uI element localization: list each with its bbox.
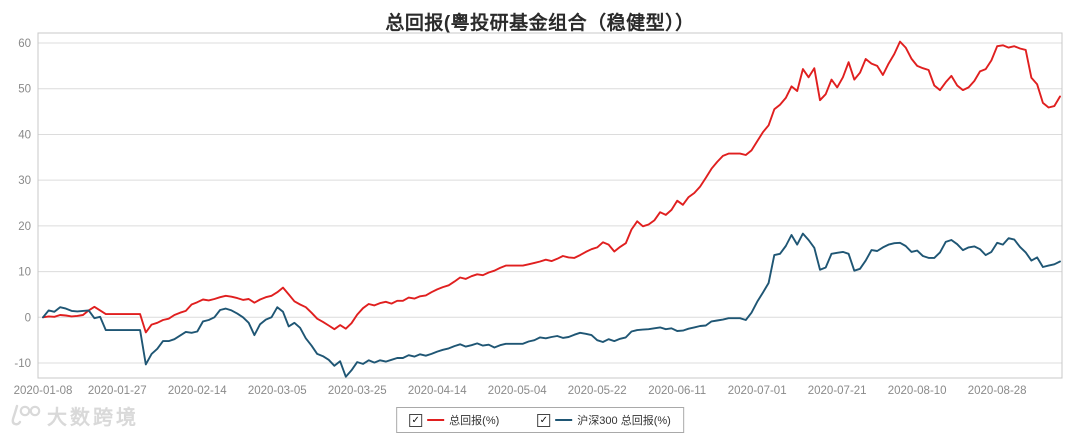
y-tick-label-40: 40 — [18, 129, 31, 141]
legend-label-csi300-return: 沪深300 总回报(%) — [577, 415, 671, 427]
x-tick-label-2020-03-25: 2020-03-25 — [328, 385, 387, 397]
chart-title: 总回报(粤投研基金组合（稳健型）） — [385, 13, 695, 34]
x-tick-label-2020-01-08: 2020-01-08 — [14, 385, 73, 397]
y-tick-label-60: 60 — [18, 38, 31, 50]
x-tick-label-2020-06-11: 2020-06-11 — [648, 385, 706, 397]
y-tick-label-10: 10 — [18, 267, 31, 279]
y-tick-label-30: 30 — [18, 175, 31, 187]
watermark-text: 大数跨境 — [47, 407, 139, 429]
x-tick-label-2020-01-27: 2020-01-27 — [88, 385, 147, 397]
legend-box: ✓ 总回报(%) ✓ 沪深300 总回报(%) — [396, 407, 684, 433]
x-tick-label-2020-03-05: 2020-03-05 — [248, 385, 307, 397]
legend-checkbox-total-return[interactable]: ✓ — [409, 413, 423, 427]
x-tick-label-2020-05-04: 2020-05-04 — [488, 385, 547, 397]
x-tick-label-2020-04-14: 2020-04-14 — [408, 385, 467, 397]
legend-item-csi300-return[interactable]: ✓ 沪深300 总回报(%) — [537, 412, 671, 428]
x-tick-label-2020-07-01: 2020-07-01 — [728, 385, 787, 397]
x-tick-label-2020-08-28: 2020-08-28 — [968, 385, 1027, 397]
y-tick-label-0: 0 — [25, 312, 31, 324]
x-tick-label-2020-05-22: 2020-05-22 — [568, 385, 627, 397]
series-line-total-return — [42, 40, 1061, 334]
x-tick-label-2020-07-21: 2020-07-21 — [808, 385, 867, 397]
legend-checkbox-csi300-return[interactable]: ✓ — [537, 413, 551, 427]
series-line-csi300-total-return — [42, 232, 1061, 378]
watermark: 大数跨境 — [8, 401, 139, 430]
y-tick-label-50: 50 — [18, 84, 31, 96]
y-tick-label--10: -10 — [14, 358, 31, 370]
red-line-swatch-icon — [427, 419, 445, 421]
legend-item-total-return[interactable]: ✓ 总回报(%) — [409, 412, 499, 428]
y-tick-label-20: 20 — [18, 221, 31, 233]
x-tick-label-2020-08-10: 2020-08-10 — [888, 385, 947, 397]
legend-label-total-return: 总回报(%) — [449, 415, 500, 427]
x-tick-label-2020-02-14: 2020-02-14 — [168, 385, 227, 397]
blue-line-swatch-icon — [555, 419, 573, 421]
watermark-100-logo-icon — [11, 404, 41, 425]
plot-border — [37, 32, 1063, 379]
